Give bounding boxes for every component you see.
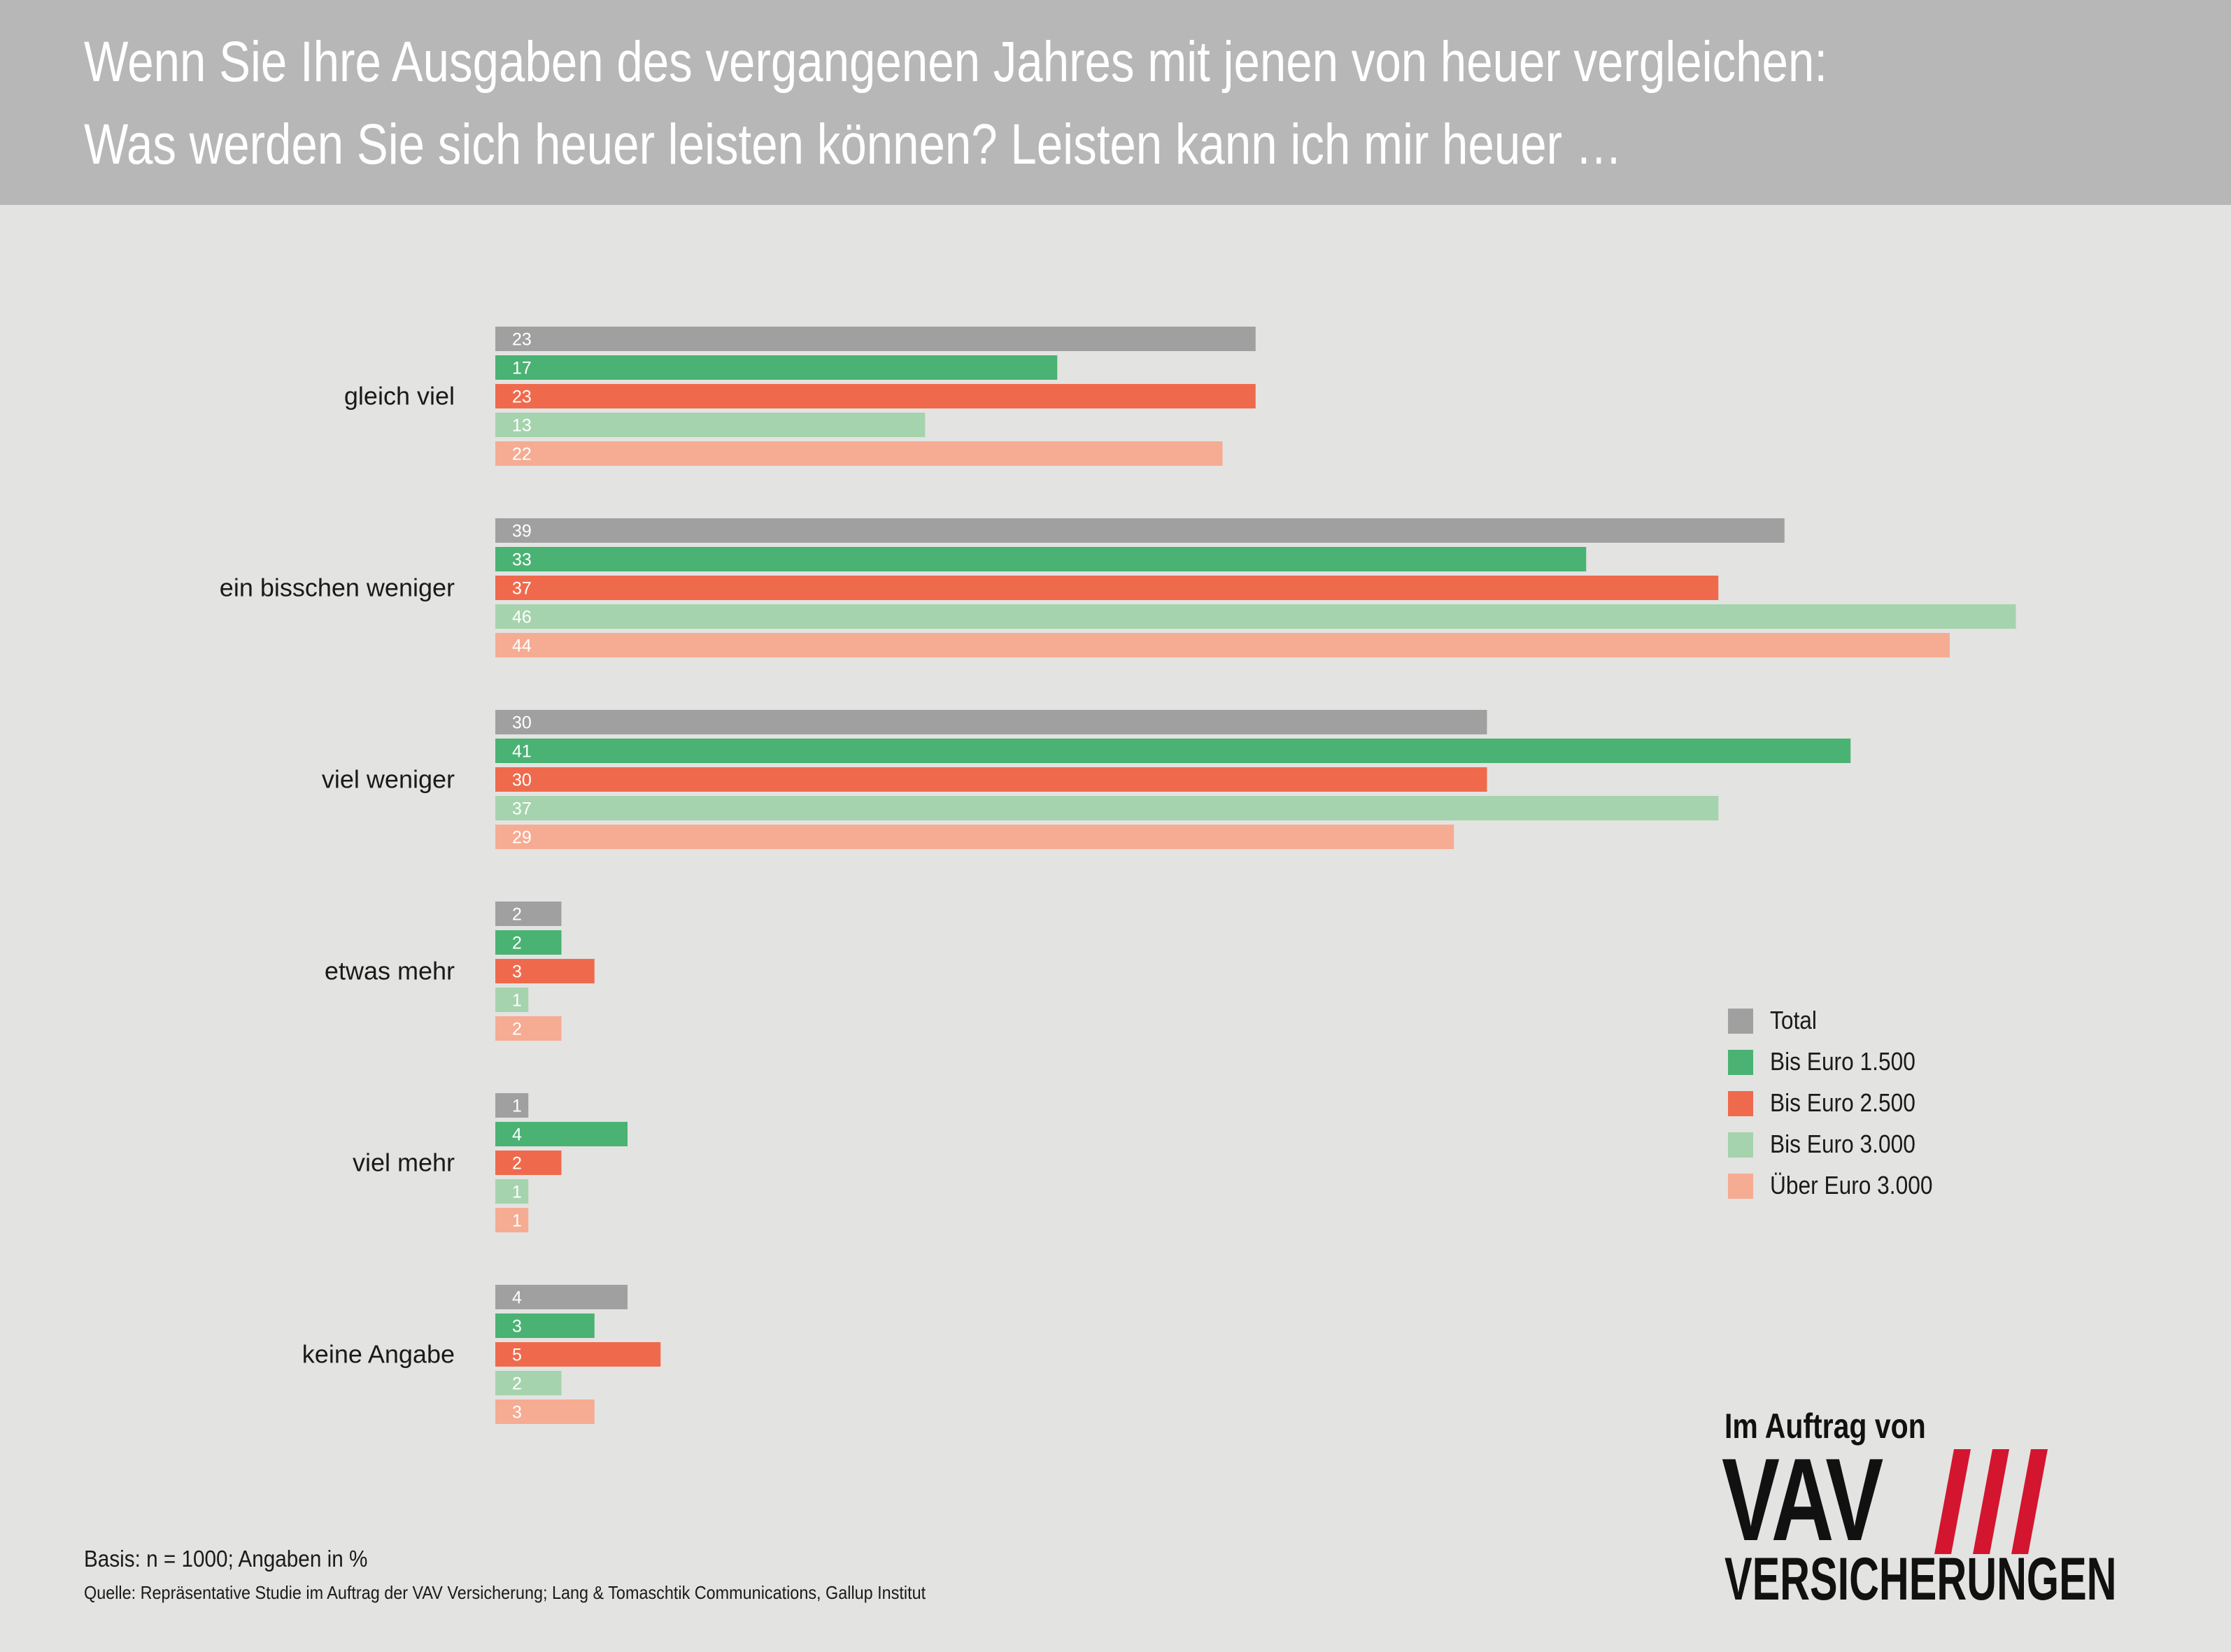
bar: [495, 518, 1785, 543]
bar: [495, 413, 926, 437]
bar-value-label: 37: [512, 799, 532, 819]
brand-name: VAV: [1722, 1434, 1883, 1565]
brand-stripe: [1973, 1449, 2009, 1554]
bar-value-label: 4: [512, 1288, 522, 1308]
bar-value-label: 1: [512, 1211, 522, 1231]
legend-label: Bis Euro 1.500: [1770, 1047, 1915, 1076]
bar: [495, 1313, 595, 1338]
bar-value-label: 2: [512, 1020, 522, 1039]
bar-value-label: 1: [512, 1183, 522, 1202]
bar-value-label: 13: [512, 416, 532, 436]
bar-value-label: 39: [512, 522, 532, 541]
bar-value-label: 5: [512, 1346, 522, 1365]
bar: [495, 902, 562, 926]
bar: [495, 1093, 529, 1118]
bar: [495, 547, 1587, 571]
bar: [495, 604, 2016, 629]
bar-value-label: 33: [512, 550, 532, 570]
title-banner: Wenn Sie Ihre Ausgaben des vergangenen J…: [0, 0, 2231, 205]
bar: [495, 710, 1487, 734]
legend-swatch: [1728, 1174, 1753, 1199]
category-label: keine Angabe: [302, 1340, 455, 1369]
bar: [495, 1208, 529, 1232]
bar-value-label: 1: [512, 991, 522, 1011]
bar-value-label: 2: [512, 1374, 522, 1394]
bar: [495, 767, 1487, 792]
legend-label: Bis Euro 2.500: [1770, 1088, 1915, 1117]
bar: [495, 1285, 628, 1309]
bar: [495, 1179, 529, 1204]
bar: [495, 355, 1058, 380]
bar-value-label: 3: [512, 1317, 522, 1337]
bar-value-label: 44: [512, 636, 532, 656]
bar: [495, 930, 562, 955]
category-label: viel weniger: [322, 765, 455, 794]
bar: [495, 633, 1950, 657]
category-label: gleich viel: [344, 382, 455, 411]
category-label: etwas mehr: [325, 957, 455, 985]
bar-value-label: 41: [512, 742, 532, 762]
bar: [495, 988, 529, 1012]
bar-value-label: 4: [512, 1125, 522, 1145]
category-label: viel mehr: [353, 1148, 455, 1177]
legend-swatch: [1728, 1132, 1753, 1158]
bar-value-label: 37: [512, 579, 532, 599]
bar-value-label: 30: [512, 771, 532, 790]
bar: [495, 1151, 562, 1175]
legend-swatch: [1728, 1050, 1753, 1075]
bar: [495, 327, 1256, 351]
bar-value-label: 2: [512, 934, 522, 953]
bar: [495, 576, 1719, 600]
footnote-source: Quelle: Repräsentative Studie im Auftrag…: [84, 1582, 926, 1603]
bar-value-label: 1: [512, 1097, 522, 1116]
bar: [495, 441, 1223, 466]
bar-value-label: 30: [512, 713, 532, 733]
brand-stripe: [2011, 1449, 2048, 1554]
bar: [495, 1122, 628, 1146]
footnote-basis: Basis: n = 1000; Angaben in %: [84, 1546, 368, 1572]
legend-label: Über Euro 3.000: [1770, 1171, 1933, 1199]
bar: [495, 384, 1256, 408]
brand-subtitle: VERSICHERUNGEN: [1724, 1546, 2117, 1613]
brand-stripe: [1934, 1449, 1971, 1554]
bar: [495, 1371, 562, 1395]
bar: [495, 1342, 661, 1367]
bar-value-label: 22: [512, 445, 532, 464]
chart-title-line-2: Was werden Sie sich heuer leisten können…: [84, 113, 1622, 176]
legend-label: Total: [1770, 1006, 1817, 1034]
legend-swatch: [1728, 1091, 1753, 1116]
bar: [495, 1016, 562, 1041]
brand-intro-text: Im Auftrag von: [1724, 1407, 1926, 1446]
legend-label: Bis Euro 3.000: [1770, 1130, 1915, 1158]
category-label: ein bisschen weniger: [220, 574, 455, 602]
bar-value-label: 46: [512, 608, 532, 627]
chart-title-line-1: Wenn Sie Ihre Ausgaben des vergangenen J…: [84, 30, 1828, 94]
legend-swatch: [1728, 1009, 1753, 1034]
bar: [495, 796, 1719, 820]
bar: [495, 825, 1454, 849]
brand-stripes-icon: [1934, 1449, 2048, 1554]
bar: [495, 1400, 595, 1424]
bar: [495, 959, 595, 983]
vav-logo: Im Auftrag von VAV VERSICHERUNGEN: [1722, 1406, 2186, 1616]
bar-value-label: 2: [512, 1154, 522, 1174]
bar-value-label: 23: [512, 387, 532, 407]
bar: [495, 739, 1851, 763]
bar-value-label: 29: [512, 828, 532, 848]
bar-value-label: 3: [512, 1403, 522, 1423]
bar-value-label: 2: [512, 905, 522, 925]
bar-value-label: 17: [512, 359, 532, 378]
bar-value-label: 23: [512, 330, 532, 350]
bar-value-label: 3: [512, 962, 522, 982]
